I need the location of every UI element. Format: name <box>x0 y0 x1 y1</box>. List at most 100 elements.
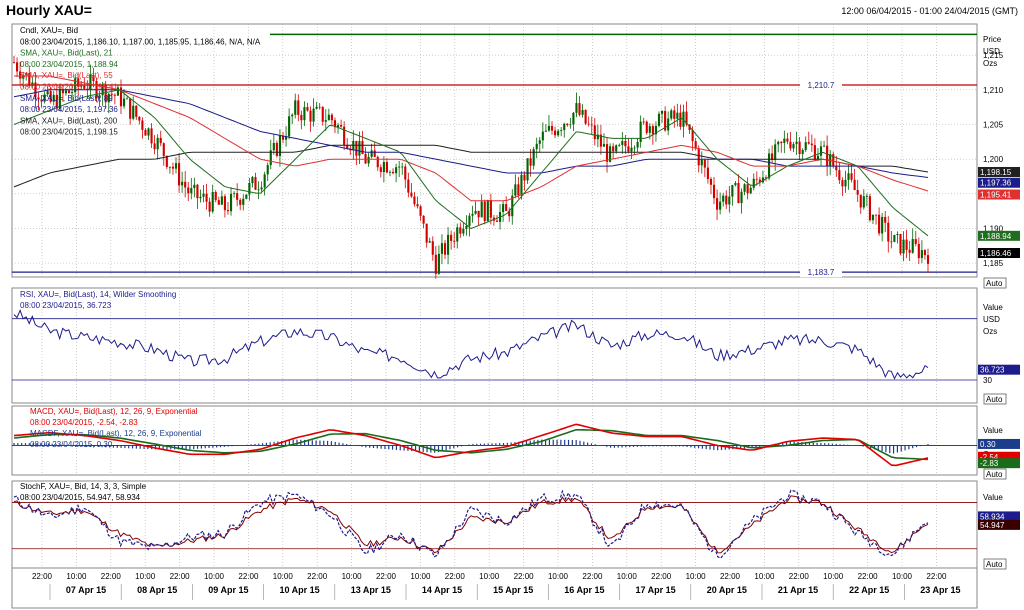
candle-body <box>119 87 123 107</box>
candle-body <box>550 125 554 131</box>
x-hour-label: 10:00 <box>892 572 913 581</box>
x-hour-label: 22:00 <box>307 572 328 581</box>
candle-body <box>379 167 382 173</box>
candle-body <box>774 144 777 161</box>
candle-body <box>251 177 254 184</box>
candle-body <box>309 110 312 122</box>
candle-body <box>508 210 511 217</box>
sma89-line <box>13 89 929 178</box>
x-hour-label: 10:00 <box>754 572 775 581</box>
support-label-bg <box>800 266 842 278</box>
candle-body <box>324 120 327 122</box>
candle-body <box>233 193 236 194</box>
candle-body <box>193 184 196 189</box>
candle-body <box>278 135 282 156</box>
x-hour-label: 22:00 <box>651 572 672 581</box>
x-date-label: 07 Apr 15 <box>66 585 106 595</box>
x-hour-label: 10:00 <box>273 572 294 581</box>
x-date-label: 09 Apr 15 <box>208 585 248 595</box>
candle-body <box>581 109 584 115</box>
candle-body <box>104 84 107 103</box>
candle-body <box>859 194 862 208</box>
candle-body <box>599 134 602 147</box>
candle-body <box>734 182 737 186</box>
candle-body <box>651 126 654 135</box>
sma21-line <box>13 89 929 237</box>
price-legend-line: SMA, XAU=, Bid(Last), 89 <box>20 94 113 103</box>
candle-body <box>517 184 520 196</box>
candle-body <box>153 143 156 150</box>
candle-body <box>40 99 43 102</box>
candle-body <box>838 170 841 181</box>
candle-body <box>712 184 716 199</box>
candle-body <box>826 145 829 167</box>
x-hour-label: 22:00 <box>445 572 466 581</box>
candle-body <box>178 163 181 186</box>
candle-body <box>336 125 340 128</box>
candle-body <box>502 204 505 212</box>
panel-frame-price <box>11 23 978 278</box>
candle-body <box>664 111 667 131</box>
candle-body <box>159 137 162 144</box>
candle-body <box>905 239 908 250</box>
stoch-k-line <box>13 489 929 559</box>
price-value-tag-bg <box>978 230 1020 241</box>
rsi-axis-title: Ozs <box>983 327 997 336</box>
candle-body <box>434 254 437 274</box>
candle-body <box>92 74 95 82</box>
candle-body <box>272 142 275 151</box>
candle-body <box>557 130 560 136</box>
panel-frame-rsi <box>11 287 978 404</box>
support-label: 1,183.7 <box>808 268 835 277</box>
macd-value-tag-bg <box>978 458 1020 469</box>
x-date-label: 20 Apr 15 <box>707 585 747 595</box>
candle-body <box>80 85 83 87</box>
candle-body <box>58 88 61 109</box>
rsi-axis-title: Value <box>983 303 1003 312</box>
candle-body <box>578 103 581 115</box>
chart-title: Hourly XAU= <box>6 2 92 18</box>
candle-body <box>495 220 499 222</box>
price-value-tag: 1,195.41 <box>980 191 1012 200</box>
candle-body <box>74 78 77 93</box>
candle-body <box>346 144 349 149</box>
candle-body <box>758 179 761 183</box>
x-hour-label: 10:00 <box>479 572 500 581</box>
stoch-d-line <box>13 495 929 554</box>
candle-body <box>780 141 783 143</box>
candle-body <box>459 227 462 234</box>
candle-body <box>407 179 410 193</box>
candle-body <box>612 146 615 152</box>
candle-body <box>813 145 816 160</box>
candle-body <box>563 123 566 131</box>
x-date-label: 22 Apr 15 <box>849 585 889 595</box>
candle-body <box>609 146 612 162</box>
candle-body <box>868 196 871 221</box>
macd-legend-line: MACD, XAU=, Bid(Last), 12, 26, 9, Expone… <box>30 407 198 416</box>
candle-body <box>798 141 801 155</box>
candle-body <box>257 189 260 191</box>
candle-body <box>401 166 404 168</box>
candle-body <box>428 241 431 243</box>
candle-body <box>141 120 144 130</box>
candle-body <box>245 194 248 199</box>
candle-body <box>196 184 199 199</box>
candle-body <box>318 106 321 108</box>
candle-body <box>648 126 651 133</box>
candle-body <box>422 215 425 224</box>
candle-body <box>841 180 844 187</box>
candle-body <box>605 144 609 162</box>
candle-body <box>670 110 673 119</box>
x-axis-frame <box>11 567 978 609</box>
candle-body <box>587 123 590 125</box>
candle-body <box>340 125 343 127</box>
price-legend-line: 08:00 23/04/2015, 1,188.94 <box>20 60 118 69</box>
candle-body <box>370 150 373 157</box>
candle-body <box>682 111 685 127</box>
candle-body <box>236 193 239 200</box>
price-axis-title: Ozs <box>983 59 997 68</box>
candle-body <box>862 196 865 208</box>
candle-body <box>373 150 376 157</box>
x-hour-label: 22:00 <box>720 572 741 581</box>
